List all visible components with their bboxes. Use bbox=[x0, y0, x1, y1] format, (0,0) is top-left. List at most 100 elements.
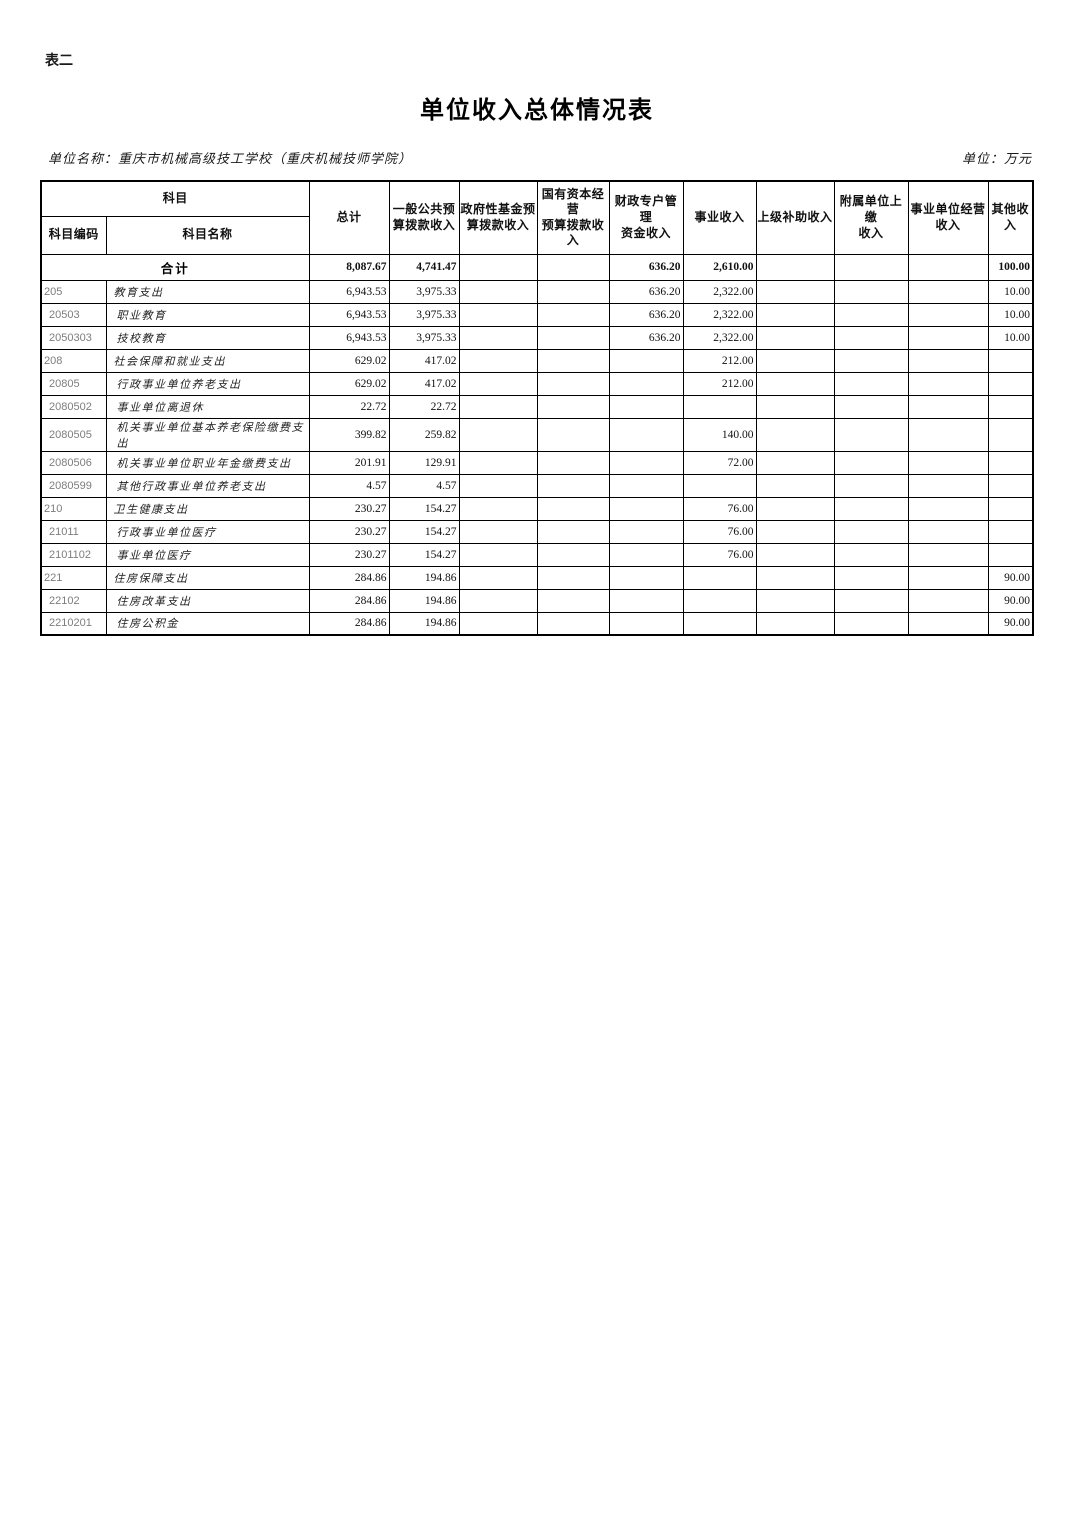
value-cell bbox=[608, 473, 684, 498]
value-cell bbox=[458, 417, 538, 452]
value-cell: 6,943.53 bbox=[308, 279, 390, 304]
value-cell: 154.27 bbox=[388, 496, 460, 521]
value-cell bbox=[755, 496, 835, 521]
header-total: 总计 bbox=[308, 180, 390, 255]
subject-name-cell: 机关事业单位职业年金缴费支出 bbox=[105, 450, 310, 475]
value-cell bbox=[608, 565, 684, 590]
value-cell: 230.27 bbox=[308, 542, 390, 567]
value-cell bbox=[682, 565, 757, 590]
value-cell: 4.57 bbox=[388, 473, 460, 498]
value-cell: 2,610.00 bbox=[682, 253, 757, 281]
subject-name-cell: 其他行政事业单位养老支出 bbox=[105, 473, 310, 498]
value-cell: 636.20 bbox=[608, 253, 684, 281]
subject-name-cell: 住房公积金 bbox=[105, 611, 310, 636]
income-table: 科目 总计 一般公共预 算拨款收入 政府性基金预 算拨款收入 国有资本经营 预算… bbox=[40, 180, 1035, 636]
value-cell bbox=[907, 348, 989, 373]
subject-code-cell: 22102 bbox=[40, 588, 107, 613]
header-subject-name: 科目名称 bbox=[105, 215, 310, 255]
value-cell: 72.00 bbox=[682, 450, 757, 475]
subject-name-cell: 事业单位医疗 bbox=[105, 542, 310, 567]
value-cell bbox=[987, 348, 1034, 373]
table-row: 2080502 事业单位离退休 22.72 22.72 bbox=[40, 394, 1034, 419]
value-cell: 129.91 bbox=[388, 450, 460, 475]
value-cell bbox=[907, 302, 989, 327]
table-row: 20805 行政事业单位养老支出 629.02 417.02 212.00 bbox=[40, 371, 1034, 396]
subject-code-cell: 2050303 bbox=[40, 325, 107, 350]
value-cell bbox=[907, 253, 989, 281]
value-cell bbox=[608, 542, 684, 567]
value-cell: 90.00 bbox=[987, 565, 1034, 590]
header-operating-income: 事业单位经营 收入 bbox=[907, 180, 989, 255]
value-cell: 212.00 bbox=[682, 371, 757, 396]
value-cell bbox=[755, 394, 835, 419]
subject-code-cell: 2080599 bbox=[40, 473, 107, 498]
value-cell: 194.86 bbox=[388, 588, 460, 613]
value-cell bbox=[907, 325, 989, 350]
value-cell bbox=[907, 394, 989, 419]
subject-code-cell: 210 bbox=[40, 496, 107, 521]
subject-code-cell: 2101102 bbox=[40, 542, 107, 567]
value-cell bbox=[907, 279, 989, 304]
subject-code-cell: 21011 bbox=[40, 519, 107, 544]
table-row: 2080506 机关事业单位职业年金缴费支出 201.91 129.91 72.00 bbox=[40, 450, 1034, 475]
value-cell bbox=[987, 450, 1034, 475]
header-subject-code: 科目编码 bbox=[40, 215, 107, 255]
total-label: 合计 bbox=[40, 253, 310, 281]
value-cell bbox=[755, 325, 835, 350]
value-cell: 3,975.33 bbox=[388, 325, 460, 350]
value-cell bbox=[833, 588, 909, 613]
value-cell bbox=[907, 496, 989, 521]
value-cell bbox=[907, 371, 989, 396]
value-cell bbox=[608, 348, 684, 373]
table-row: 208 社会保障和就业支出 629.02 417.02 212.00 bbox=[40, 348, 1034, 373]
value-cell bbox=[833, 611, 909, 636]
value-cell bbox=[833, 394, 909, 419]
value-cell: 194.86 bbox=[388, 611, 460, 636]
subject-code-cell: 2080506 bbox=[40, 450, 107, 475]
value-cell: 76.00 bbox=[682, 496, 757, 521]
subject-name-cell: 住房改革支出 bbox=[105, 588, 310, 613]
value-cell bbox=[755, 611, 835, 636]
value-cell bbox=[987, 371, 1034, 396]
table-row: 205 教育支出 6,943.53 3,975.33 636.20 2,322.00 10.… bbox=[40, 279, 1034, 304]
value-cell bbox=[536, 542, 610, 567]
subject-name-cell: 技校教育 bbox=[105, 325, 310, 350]
table-row: 221 住房保障支出 284.86 194.86 90.00 bbox=[40, 565, 1034, 590]
value-cell bbox=[458, 496, 538, 521]
value-cell: 212.00 bbox=[682, 348, 757, 373]
value-cell: 6,943.53 bbox=[308, 325, 390, 350]
header-business-income: 事业收入 bbox=[682, 180, 757, 255]
value-cell: 284.86 bbox=[308, 565, 390, 590]
value-cell bbox=[833, 565, 909, 590]
table-row: 2101102 事业单位医疗 230.27 154.27 76.00 bbox=[40, 542, 1034, 567]
value-cell bbox=[536, 348, 610, 373]
value-cell: 3,975.33 bbox=[388, 279, 460, 304]
header-general-public-budget: 一般公共预 算拨款收入 bbox=[388, 180, 460, 255]
value-cell bbox=[833, 325, 909, 350]
value-cell bbox=[833, 417, 909, 452]
value-cell bbox=[833, 542, 909, 567]
value-cell bbox=[536, 325, 610, 350]
value-cell bbox=[987, 394, 1034, 419]
subject-name-cell: 事业单位离退休 bbox=[105, 394, 310, 419]
table-row: 2210201 住房公积金 284.86 194.86 90.00 bbox=[40, 611, 1034, 636]
value-cell bbox=[907, 588, 989, 613]
value-cell: 90.00 bbox=[987, 611, 1034, 636]
table-tag: 表二 bbox=[45, 52, 73, 68]
subject-name-cell: 教育支出 bbox=[105, 279, 310, 304]
value-cell bbox=[907, 473, 989, 498]
value-cell bbox=[536, 450, 610, 475]
value-cell bbox=[907, 611, 989, 636]
value-cell: 2,322.00 bbox=[682, 302, 757, 327]
table-row: 22102 住房改革支出 284.86 194.86 90.00 bbox=[40, 588, 1034, 613]
subject-code-cell: 2080505 bbox=[40, 417, 107, 452]
value-cell bbox=[458, 542, 538, 567]
value-cell bbox=[907, 417, 989, 452]
value-cell: 230.27 bbox=[308, 519, 390, 544]
value-cell bbox=[987, 417, 1034, 452]
table-row: 21011 行政事业单位医疗 230.27 154.27 76.00 bbox=[40, 519, 1034, 544]
value-cell bbox=[755, 565, 835, 590]
page-title: 单位收入总体情况表 bbox=[420, 98, 654, 124]
unit-name-label: 单位名称：重庆市机械高级技工学校（重庆机械技师学院） bbox=[48, 151, 413, 166]
